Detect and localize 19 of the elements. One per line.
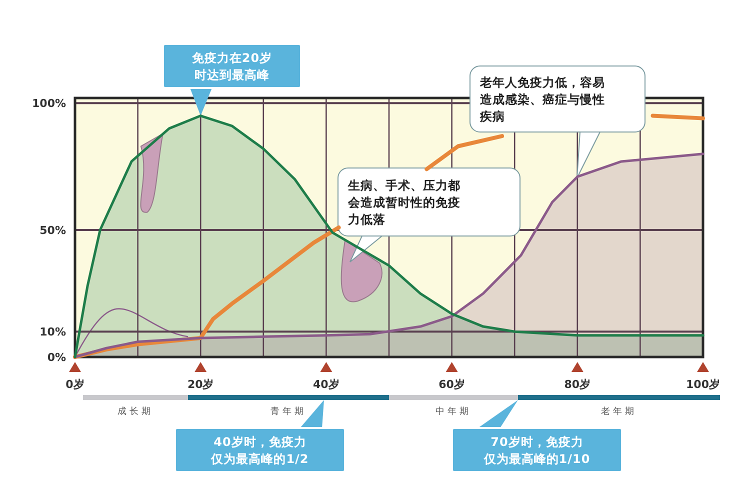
annotation: 免疫力在20岁时达到最高峰 bbox=[190, 51, 272, 82]
x-tick-label: 20岁 bbox=[187, 378, 214, 391]
text: 青年期 bbox=[270, 406, 306, 417]
y-tick-label: 0% bbox=[47, 351, 66, 364]
x-tick-label: 100岁 bbox=[686, 378, 720, 391]
y-tick-label: 10% bbox=[40, 326, 66, 339]
y-tick-label: 100% bbox=[32, 97, 66, 110]
text: 成长期 bbox=[118, 406, 154, 417]
x-tick-label: 0岁 bbox=[66, 378, 84, 391]
annotation: 生病、手术、压力都会造成暂时性的免疫力低落 bbox=[347, 178, 460, 227]
text: 中年期 bbox=[436, 406, 472, 417]
x-tick-label: 40岁 bbox=[313, 378, 340, 391]
text: 40岁时，免疫力仅为最高峰的1/2 bbox=[210, 435, 309, 466]
text: 老年期 bbox=[601, 406, 637, 417]
x-tick-label: 60岁 bbox=[438, 378, 465, 391]
x-tick-label: 80岁 bbox=[564, 378, 591, 391]
annotation: 老年人免疫力低，容易造成感染、癌症与慢性疾病 bbox=[479, 76, 605, 124]
text: 70岁时，免疫力仅为最高峰的1/10 bbox=[482, 435, 590, 466]
y-tick-label: 50% bbox=[40, 224, 66, 238]
